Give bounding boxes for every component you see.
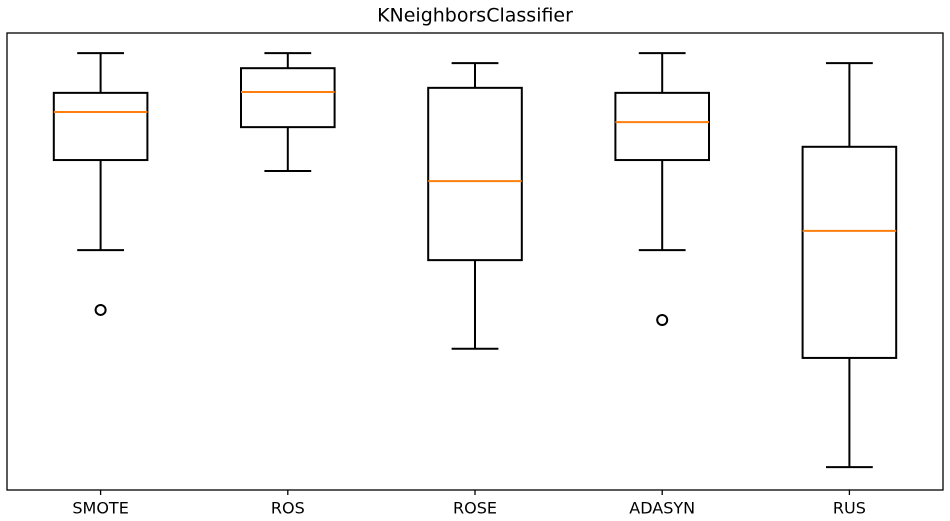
box (614, 91, 711, 162)
box (52, 91, 149, 162)
chart-title: KNeighborsClassifier (377, 5, 573, 27)
outlier (94, 303, 107, 316)
x-tick-label: ROSE (453, 499, 497, 518)
x-tick-label: ADASYN (629, 499, 695, 518)
x-tick-label: SMOTE (72, 499, 128, 518)
x-tick-label: RUS (833, 499, 866, 518)
box (427, 86, 523, 262)
box (801, 145, 898, 359)
outlier (656, 313, 669, 326)
x-tick-label: ROS (271, 499, 305, 518)
box (240, 67, 336, 129)
